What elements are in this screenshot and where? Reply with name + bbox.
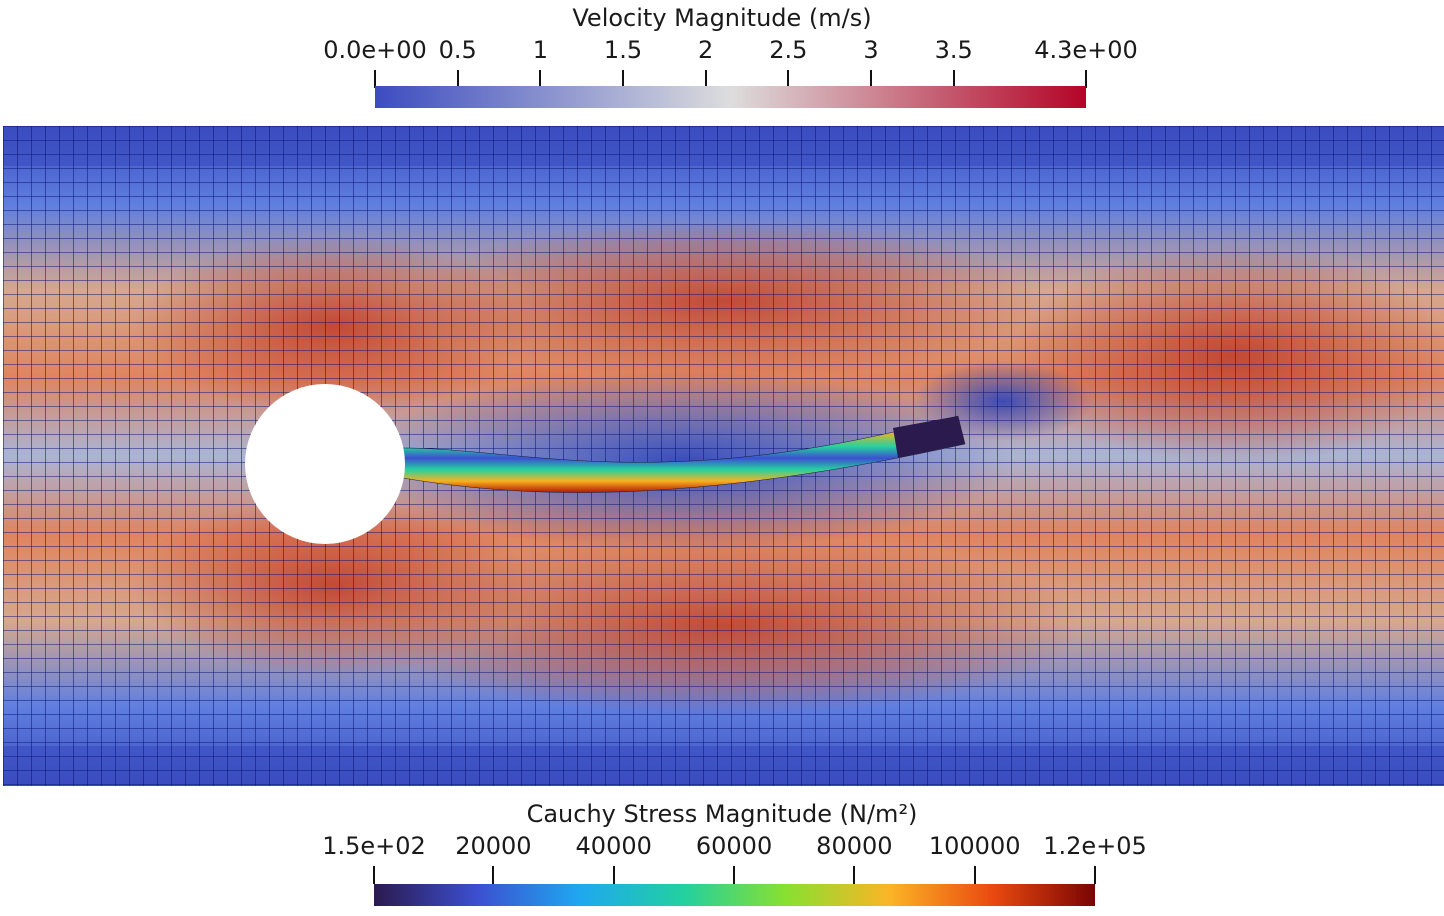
stress-tick-label: 20000 bbox=[455, 832, 532, 860]
stress-tick-mark bbox=[373, 866, 375, 884]
stress-tick-label: 1.5e+02 bbox=[322, 832, 426, 860]
velocity-legend-title: Velocity Magnitude (m/s) bbox=[572, 4, 872, 32]
velocity-tick-label: 2.5 bbox=[769, 36, 808, 64]
velocity-tick-mark bbox=[952, 70, 955, 88]
velocity-tick-mark bbox=[456, 70, 459, 88]
velocity-tick-mark bbox=[870, 70, 873, 88]
velocity-tick-mark bbox=[787, 70, 790, 88]
stress-tick-label: 60000 bbox=[695, 832, 773, 860]
velocity-tick-label: 3.5 bbox=[934, 36, 973, 64]
velocity-tick-label: 3 bbox=[863, 36, 879, 64]
stress-tick-mark bbox=[973, 866, 976, 884]
velocity-tick-mark bbox=[539, 70, 542, 88]
velocity-tick-label: 0.0e+00 bbox=[323, 36, 427, 64]
velocity-tick-mark bbox=[374, 70, 376, 88]
stress-legend-title: Cauchy Stress Magnitude (N/m²) bbox=[526, 800, 918, 828]
velocity-tick-mark bbox=[1085, 70, 1087, 88]
stress-tick-mark bbox=[733, 866, 736, 884]
stress-tick-mark bbox=[492, 866, 495, 884]
computational-mesh bbox=[3, 126, 1444, 786]
stress-tick-mark bbox=[612, 866, 615, 884]
velocity-tick-label: 1 bbox=[532, 36, 548, 64]
stress-colorbar bbox=[374, 884, 1095, 906]
stress-tick-label: 1.2e+05 bbox=[1043, 832, 1147, 860]
stress-tick-label: 80000 bbox=[816, 832, 893, 860]
flow-field-view[interactable] bbox=[3, 126, 1444, 786]
velocity-colorbar bbox=[375, 86, 1086, 108]
stress-tick-label: 40000 bbox=[575, 832, 652, 860]
velocity-tick-label: 0.5 bbox=[438, 36, 477, 64]
velocity-tick-mark bbox=[704, 70, 707, 88]
stress-tick-mark bbox=[1094, 866, 1096, 884]
stress-tick-mark bbox=[853, 866, 856, 884]
velocity-tick-label: 4.3e+00 bbox=[1034, 36, 1138, 64]
stress-tick-label: 100000 bbox=[928, 832, 1021, 860]
cylinder bbox=[245, 384, 405, 544]
velocity-tick-label: 2 bbox=[698, 36, 714, 64]
velocity-tick-label: 1.5 bbox=[603, 36, 643, 64]
velocity-tick-mark bbox=[622, 70, 625, 88]
flag-tip bbox=[893, 416, 965, 458]
